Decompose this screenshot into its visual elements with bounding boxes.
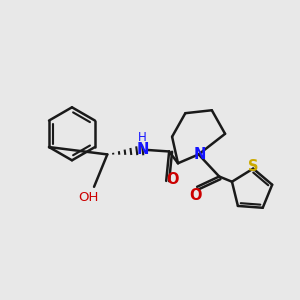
- Text: H: H: [138, 130, 147, 143]
- Text: S: S: [248, 159, 258, 174]
- Text: OH: OH: [79, 191, 99, 205]
- Text: O: O: [189, 188, 202, 203]
- Text: N: N: [136, 142, 149, 158]
- Text: N: N: [194, 147, 206, 162]
- Text: O: O: [167, 172, 179, 187]
